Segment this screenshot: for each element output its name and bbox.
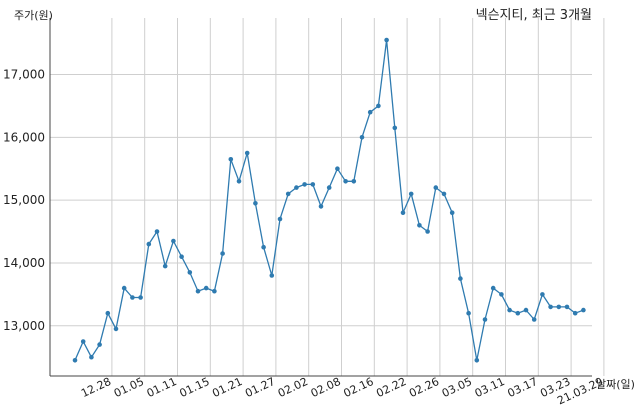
- data-point: [253, 201, 258, 206]
- data-point: [89, 354, 94, 360]
- data-point: [507, 307, 512, 313]
- data-point: [228, 157, 234, 162]
- data-point: [138, 295, 143, 300]
- x-tick-label: 02.08: [309, 375, 343, 400]
- y-tick-label: 17,000: [3, 68, 45, 82]
- data-point: [171, 238, 176, 244]
- x-tick-label: 01.11: [145, 375, 179, 400]
- data-point: [343, 179, 348, 184]
- data-point: [531, 317, 537, 322]
- x-tick-label: 02.26: [407, 375, 441, 400]
- data-point: [564, 304, 570, 310]
- x-tick-label: 01.21: [210, 375, 244, 400]
- x-tick-label: 01.15: [178, 375, 212, 400]
- data-point: [474, 358, 480, 363]
- data-point: [359, 135, 365, 140]
- data-point: [482, 317, 488, 322]
- data-point: [130, 295, 135, 300]
- data-point: [195, 288, 201, 294]
- data-points: [72, 37, 586, 363]
- data-point: [302, 182, 307, 187]
- data-point: [105, 310, 111, 316]
- x-tick-label: 03.11: [473, 375, 507, 400]
- y-tick-label: 15,000: [3, 193, 45, 207]
- data-point: [408, 191, 414, 197]
- y-tick-label: 13,000: [3, 319, 45, 333]
- data-point: [458, 276, 463, 281]
- chart-title: 넥슨지티, 최근 3개월: [476, 8, 592, 23]
- x-tick-label: 03.17: [506, 375, 540, 400]
- data-point: [540, 292, 545, 297]
- y-axis-label: 주가(원): [14, 9, 53, 22]
- x-tick-labels: 12.2801.0501.1101.1501.2101.2702.0202.08…: [79, 375, 605, 407]
- data-point: [121, 285, 127, 291]
- y-tick-label: 14,000: [3, 256, 45, 270]
- data-point: [466, 310, 471, 316]
- data-point: [220, 251, 225, 256]
- data-point: [335, 166, 340, 171]
- data-point: [548, 304, 553, 310]
- x-tick-label: 02.02: [276, 375, 310, 400]
- data-point: [523, 307, 529, 313]
- data-point: [179, 254, 184, 259]
- data-point: [162, 263, 168, 269]
- data-point: [244, 150, 250, 156]
- x-tick-label: 02.22: [374, 375, 408, 400]
- data-point: [441, 191, 447, 197]
- data-point: [572, 310, 578, 316]
- data-point: [367, 109, 373, 115]
- y-tick-label: 16,000: [3, 130, 45, 144]
- data-point: [113, 326, 119, 332]
- data-point: [269, 273, 275, 278]
- data-point: [294, 185, 299, 190]
- data-point: [72, 358, 78, 363]
- data-point: [449, 210, 455, 215]
- data-point: [318, 204, 324, 209]
- x-tick-label: 01.05: [112, 375, 146, 400]
- data-point: [417, 223, 422, 228]
- data-point: [556, 304, 562, 310]
- data-point: [326, 185, 332, 190]
- data-point: [187, 270, 193, 275]
- data-point: [400, 210, 406, 215]
- x-tick-label: 12.28: [79, 375, 113, 400]
- data-point: [392, 125, 398, 131]
- data-point: [285, 191, 291, 197]
- data-point: [277, 216, 283, 222]
- data-point: [154, 229, 160, 234]
- data-point: [236, 179, 242, 184]
- data-point: [212, 288, 217, 294]
- data-point: [490, 285, 496, 291]
- x-tick-label: 02.16: [342, 375, 376, 400]
- data-point: [499, 292, 504, 297]
- grid: [50, 18, 605, 376]
- axes: [49, 18, 592, 377]
- x-tick-label: 01.27: [243, 375, 277, 400]
- data-point: [97, 342, 102, 347]
- data-point: [384, 37, 389, 43]
- data-point: [515, 310, 521, 316]
- data-point: [146, 241, 152, 247]
- data-point: [351, 179, 357, 184]
- data-point: [433, 185, 439, 190]
- data-point: [425, 229, 430, 234]
- data-point: [261, 244, 266, 250]
- data-point: [376, 103, 381, 109]
- data-point: [310, 182, 316, 187]
- data-point: [203, 285, 209, 291]
- data-point: [581, 307, 586, 313]
- data-point: [80, 339, 86, 344]
- x-tick-label: 03.05: [440, 375, 474, 400]
- x-axis-label: 날짜(일): [596, 377, 635, 391]
- y-tick-labels: 13,000 14,000 15,000 16,000 17,000: [3, 68, 45, 333]
